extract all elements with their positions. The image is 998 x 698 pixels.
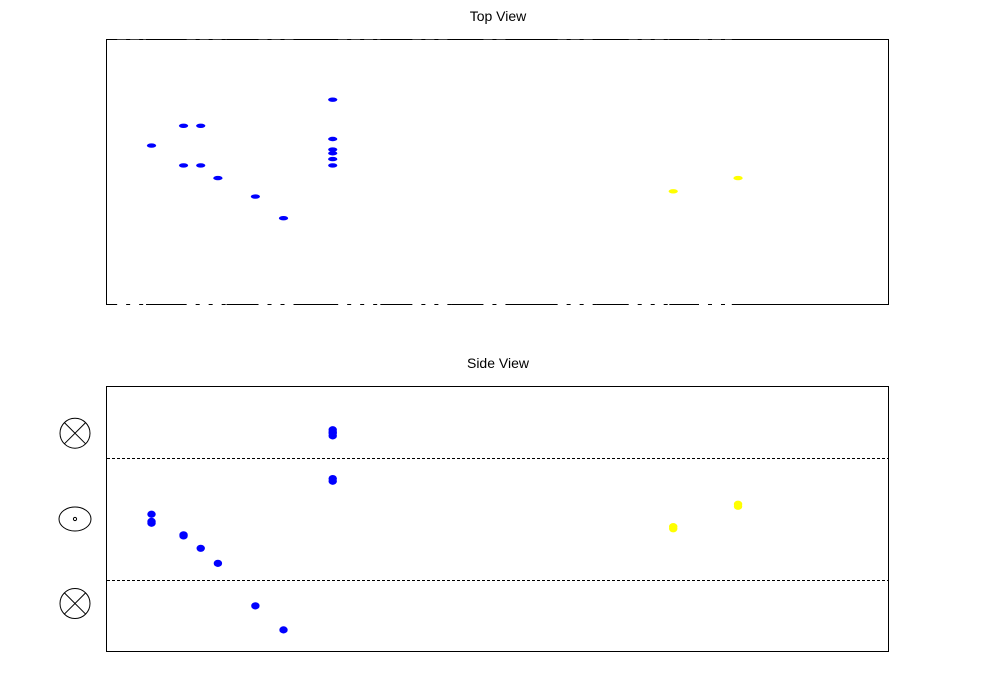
- side-view-field-symbols: [58, 417, 92, 619]
- side-view-point-blue: [196, 544, 205, 552]
- side-view-point-blue: [279, 626, 288, 634]
- top-view-point-yellow: [668, 189, 678, 194]
- side-view-point-blue: [179, 532, 188, 540]
- top-view-point-blue: [328, 97, 338, 102]
- top-view-point-blue: [196, 123, 206, 128]
- top-view-point-blue: [178, 123, 189, 128]
- top-view-boundary-dashes: [117, 39, 732, 306]
- side-view-point-blue: [213, 559, 223, 567]
- side-view-point-blue: [328, 432, 337, 440]
- side-view-points: [147, 426, 743, 634]
- top-view-title: Top View: [470, 8, 527, 24]
- top-view-point-blue: [328, 147, 338, 152]
- top-view-point-blue: [178, 163, 189, 168]
- top-view-point-blue: [250, 194, 260, 199]
- side-view-point-blue: [147, 519, 156, 527]
- side-view-point-yellow: [669, 525, 678, 533]
- side-view-panel: Side View: [58, 355, 889, 652]
- top-view-point-blue: [278, 216, 289, 221]
- dot-in-circle-icon: [58, 506, 92, 532]
- cross-in-circle-icon: [59, 417, 91, 449]
- side-view-point-blue: [328, 477, 337, 485]
- side-view-frame: [106, 386, 889, 652]
- top-view-points: [146, 97, 743, 221]
- top-view-point-blue: [196, 163, 206, 168]
- side-view-title: Side View: [467, 355, 530, 371]
- top-view-point-blue: [328, 163, 338, 168]
- top-view-point-blue: [213, 175, 223, 181]
- top-view-point-blue: [328, 136, 338, 142]
- side-view-point-blue: [251, 602, 260, 610]
- cross-in-circle-icon: [59, 587, 91, 619]
- side-view-point-blue: [147, 510, 156, 518]
- side-view-point-yellow: [733, 502, 743, 510]
- top-view-panel: Top View: [106, 8, 889, 306]
- top-view-point-yellow: [733, 175, 743, 181]
- top-view-point-blue: [328, 151, 338, 156]
- top-view-point-blue: [146, 143, 157, 148]
- side-view-dashed-lines: [107, 458, 888, 581]
- top-view-point-blue: [328, 156, 338, 162]
